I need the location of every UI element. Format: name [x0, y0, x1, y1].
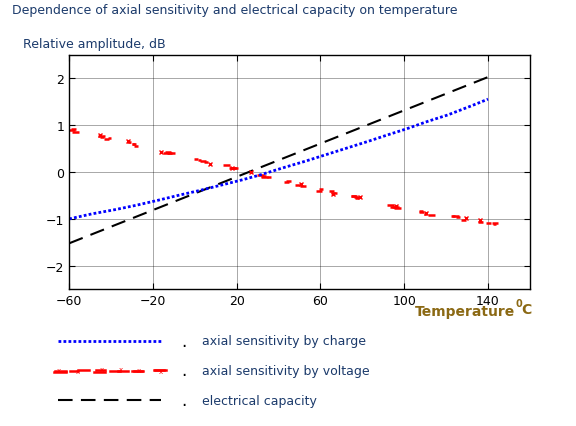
Text: x: x	[76, 368, 80, 374]
Text: Dependence of axial sensitivity and electrical capacity on temperature: Dependence of axial sensitivity and elec…	[12, 4, 457, 17]
Text: x: x	[158, 368, 162, 374]
Text: 0: 0	[516, 298, 522, 308]
Text: Relative amplitude, dB: Relative amplitude, dB	[23, 38, 166, 51]
Text: .: .	[181, 332, 187, 350]
Text: .: .	[181, 362, 187, 380]
Text: electrical capacity: electrical capacity	[202, 394, 316, 407]
Text: axial sensitivity by charge: axial sensitivity by charge	[202, 334, 366, 347]
Text: .: .	[181, 391, 187, 409]
Text: axial sensitivity by voltage: axial sensitivity by voltage	[202, 364, 369, 377]
Text: x: x	[137, 367, 141, 373]
Text: x: x	[100, 367, 104, 373]
Text: x: x	[119, 366, 123, 372]
Text: x: x	[57, 367, 61, 373]
Text: C: C	[521, 302, 532, 316]
Text: Temperature: Temperature	[415, 305, 515, 319]
